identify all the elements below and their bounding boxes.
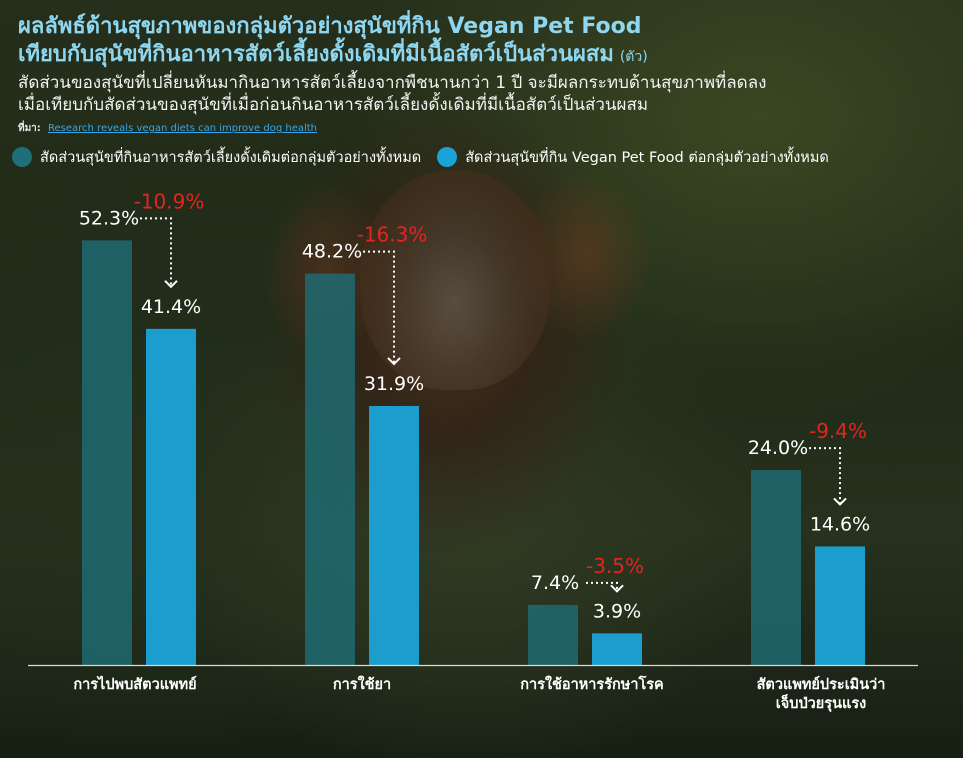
legend-item-conventional: สัดส่วนสุนัขที่กินอาหารสัตว์เลี้ยงดั้งเด… — [12, 146, 421, 169]
legend-label-vegan: สัดส่วนสุนัขที่กิน Vegan Pet Food ต่อกลุ… — [465, 149, 829, 166]
source-label: ที่มา: — [18, 123, 41, 134]
change-label-0: -10.9% — [134, 189, 205, 213]
category-label-line: การไปพบสัตวแพทย์ — [73, 677, 197, 693]
change-connector-0 — [140, 217, 172, 287]
value-label-conventional-2: 7.4% — [531, 572, 579, 594]
category-label-1: การใช้ยา — [262, 676, 462, 695]
legend-label-conventional: สัดส่วนสุนัขที่กินอาหารสัตว์เลี้ยงดั้งเด… — [40, 149, 422, 166]
change-connector-3 — [809, 447, 841, 505]
change-connector-1 — [363, 250, 395, 364]
change-label-2: -3.5% — [586, 554, 644, 578]
category-label-3: สัตวแพทย์ประเมินว่าเจ็บป่วยรุนแรง — [721, 676, 921, 714]
chart-subtitle-line2: เมื่อเทียบกับสัดส่วนของสุนัขที่เมื่อก่อน… — [18, 95, 649, 115]
bar-vegan-2 — [592, 633, 642, 665]
category-label-line: เจ็บป่วยรุนแรง — [775, 696, 867, 712]
value-label-vegan-0: 41.4% — [141, 296, 201, 318]
value-label-vegan-1: 31.9% — [364, 373, 424, 395]
chart-title-line2-text: เทียบกับสุนัขที่กินอาหารสัตว์เลี้ยงดั้งเ… — [18, 42, 614, 67]
legend-swatch-conventional — [12, 147, 32, 167]
value-label-conventional-3: 24.0% — [748, 437, 808, 459]
chart-title-line1: ผลลัพธ์ด้านสุขภาพของกลุ่มตัวอย่างสุนัขที… — [18, 14, 642, 39]
category-label-0: การไปพบสัตวแพทย์ — [35, 676, 235, 695]
bar-conventional-0 — [82, 240, 132, 665]
change-connector-2 — [586, 581, 618, 592]
bar-conventional-3 — [751, 470, 801, 665]
value-label-conventional-0: 52.3% — [79, 207, 139, 229]
change-arrowhead-0 — [164, 280, 178, 289]
change-arrowhead-1 — [387, 357, 401, 366]
source-link[interactable]: Research reveals vegan diets can improve… — [48, 123, 318, 134]
change-label-1: -16.3% — [357, 223, 428, 247]
category-label-line: การใช้ยา — [332, 677, 392, 693]
category-label-line: การใช้อาหารรักษาโรค — [520, 677, 664, 693]
source-line: ที่มา: Research reveals vegan diets can … — [18, 121, 317, 136]
chart-unit: (ตัว) — [619, 49, 648, 65]
background-dog-head — [360, 170, 550, 390]
bar-vegan-1 — [369, 405, 419, 665]
category-label-line: สัตวแพทย์ประเมินว่า — [756, 677, 886, 693]
bar-vegan-0 — [146, 328, 196, 665]
value-label-vegan-2: 3.9% — [593, 600, 641, 622]
chart-legend: สัดส่วนสุนัขที่กินอาหารสัตว์เลี้ยงดั้งเด… — [12, 146, 845, 168]
value-label-conventional-1: 48.2% — [302, 241, 362, 263]
category-label-2: การใช้อาหารรักษาโรค — [492, 676, 692, 695]
value-label-vegan-3: 14.6% — [810, 513, 870, 535]
bar-vegan-3 — [815, 546, 865, 665]
bar-conventional-2 — [528, 604, 578, 665]
change-arrowhead-3 — [833, 497, 847, 506]
chart-subtitle-line1: สัดส่วนของสุนัขที่เปลี่ยนหันมากินอาหารสั… — [18, 73, 767, 93]
legend-item-vegan: สัดส่วนสุนัขที่กิน Vegan Pet Food ต่อกลุ… — [437, 146, 829, 169]
chart-title-line2: เทียบกับสุนัขที่กินอาหารสัตว์เลี้ยงดั้งเ… — [18, 42, 648, 70]
change-arrowhead-2 — [610, 584, 624, 593]
change-label-3: -9.4% — [809, 419, 867, 443]
legend-swatch-vegan — [437, 147, 458, 167]
bar-conventional-1 — [305, 273, 355, 665]
